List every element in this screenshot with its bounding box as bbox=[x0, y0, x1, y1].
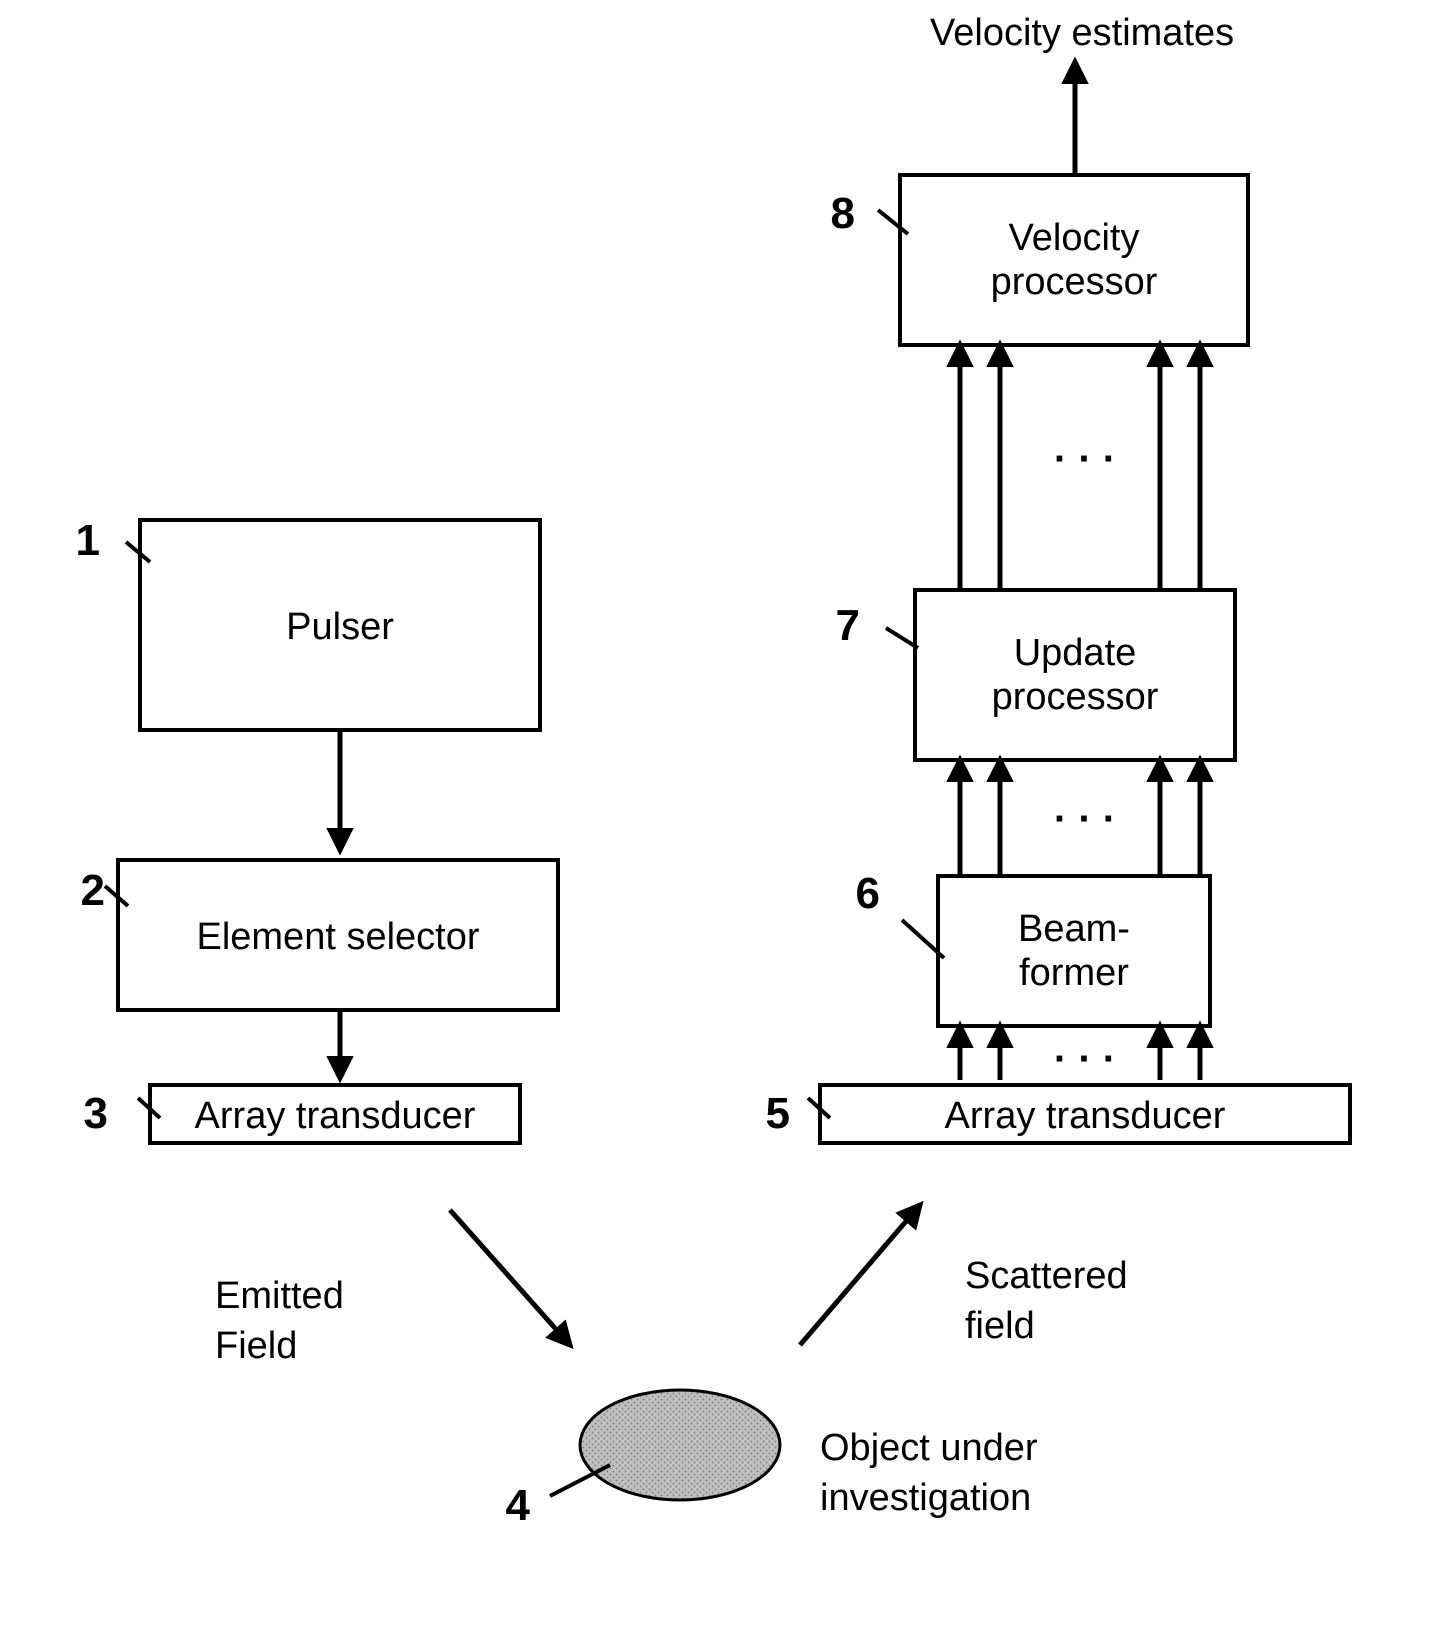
bus-dots: · · · bbox=[1054, 1037, 1116, 1081]
label-update-2: processor bbox=[992, 676, 1159, 718]
box-beamformer bbox=[938, 876, 1210, 1026]
bus-dots: · · · bbox=[1054, 437, 1116, 481]
ref-number-5: 5 bbox=[766, 1089, 790, 1138]
label-pulser: Pulser bbox=[286, 606, 394, 648]
ref-number-4: 4 bbox=[506, 1481, 531, 1530]
ref-number-8: 8 bbox=[831, 189, 855, 238]
object-under-investigation bbox=[580, 1390, 780, 1500]
label-velocity-estimates: Velocity estimates bbox=[930, 12, 1234, 54]
label-update-1: Update bbox=[1014, 632, 1137, 674]
ref-number-1: 1 bbox=[76, 516, 100, 565]
label-emitted-2: Field bbox=[215, 1325, 297, 1367]
label-array-transducer-tx: Array transducer bbox=[195, 1095, 476, 1137]
ref-number-3: 3 bbox=[84, 1089, 108, 1138]
label-beamformer-2: former bbox=[1019, 952, 1129, 994]
arrow-field bbox=[800, 1205, 920, 1345]
label-velocity-2: processor bbox=[991, 261, 1158, 303]
label-velocity-1: Velocity bbox=[1009, 217, 1140, 259]
box-update-processor bbox=[915, 590, 1235, 760]
ref-number-7: 7 bbox=[836, 601, 860, 650]
box-velocity-processor bbox=[900, 175, 1248, 345]
label-scattered-1: Scattered bbox=[965, 1255, 1128, 1297]
label-object-1: Object under bbox=[820, 1427, 1038, 1469]
label-element-selector: Element selector bbox=[196, 916, 479, 958]
ref-number-2: 2 bbox=[81, 866, 105, 915]
arrow-field bbox=[450, 1210, 570, 1345]
label-beamformer-1: Beam- bbox=[1018, 908, 1130, 950]
bus-dots: · · · bbox=[1054, 797, 1116, 841]
ref-number-6: 6 bbox=[856, 869, 880, 918]
label-array-transducer-rx: Array transducer bbox=[945, 1095, 1226, 1137]
label-emitted-1: Emitted bbox=[215, 1275, 344, 1317]
label-object-2: investigation bbox=[820, 1477, 1031, 1519]
label-scattered-2: field bbox=[965, 1305, 1035, 1347]
